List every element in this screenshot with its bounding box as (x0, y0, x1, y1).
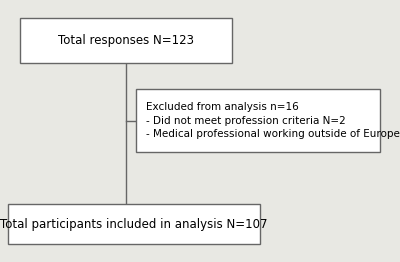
FancyBboxPatch shape (20, 18, 232, 63)
FancyBboxPatch shape (8, 204, 260, 244)
Text: Total responses N=123: Total responses N=123 (58, 34, 194, 47)
Text: Total participants included in analysis N=107: Total participants included in analysis … (0, 217, 268, 231)
FancyBboxPatch shape (136, 89, 380, 152)
Text: Excluded from analysis n=16
- Did not meet profession criteria N=2
- Medical pro: Excluded from analysis n=16 - Did not me… (146, 102, 400, 139)
